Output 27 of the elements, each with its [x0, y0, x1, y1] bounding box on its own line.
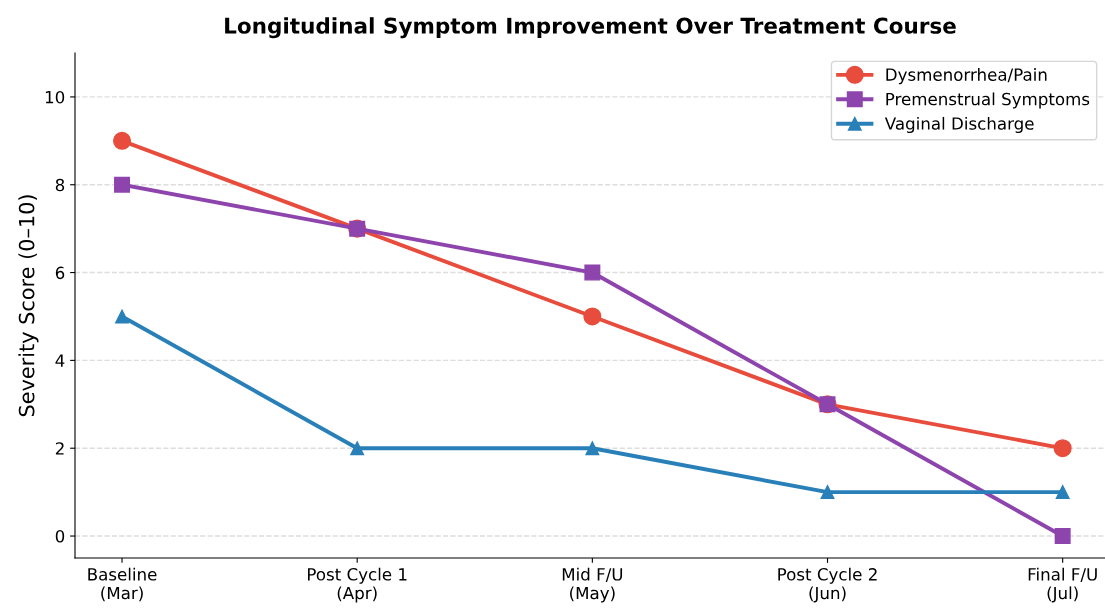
point — [585, 441, 600, 456]
y-tick-label: 8 — [55, 178, 65, 192]
point — [820, 485, 835, 500]
legend-label: Dysmenorrhea/Pain — [886, 68, 1047, 85]
y-tick-label: 6 — [55, 266, 65, 280]
x-tick-label: Baseline (Mar) — [88, 567, 157, 602]
x-tick-label: Mid F/U (May) — [562, 567, 623, 603]
point — [114, 176, 131, 193]
y-tick-label: 10 — [45, 90, 65, 104]
x-tick-label: Final F/U (Jul) — [1028, 567, 1097, 603]
y-axis-title: Severity Score (0–10) — [18, 195, 39, 417]
x-tick-label: Post Cycle 2 (Jun) — [778, 567, 877, 603]
legend-label: Premenstrual Symptoms — [886, 92, 1090, 109]
point — [584, 264, 601, 281]
legend-label: Vaginal Discharge — [884, 116, 1034, 134]
point — [115, 309, 129, 324]
point — [350, 441, 365, 456]
y-tick-label: 2 — [55, 442, 64, 455]
chart-title: Longitudinal Symptom Improvement Over Treatment Course — [225, 17, 956, 39]
point — [1055, 485, 1070, 500]
point — [1054, 528, 1071, 545]
point — [1053, 439, 1072, 458]
y-tick-label: 4 — [55, 354, 65, 367]
y-tick-label: 0 — [55, 530, 65, 543]
point — [113, 131, 132, 150]
point — [583, 307, 602, 326]
x-tick-label: Post Cycle 1 (Apr) — [308, 567, 407, 603]
